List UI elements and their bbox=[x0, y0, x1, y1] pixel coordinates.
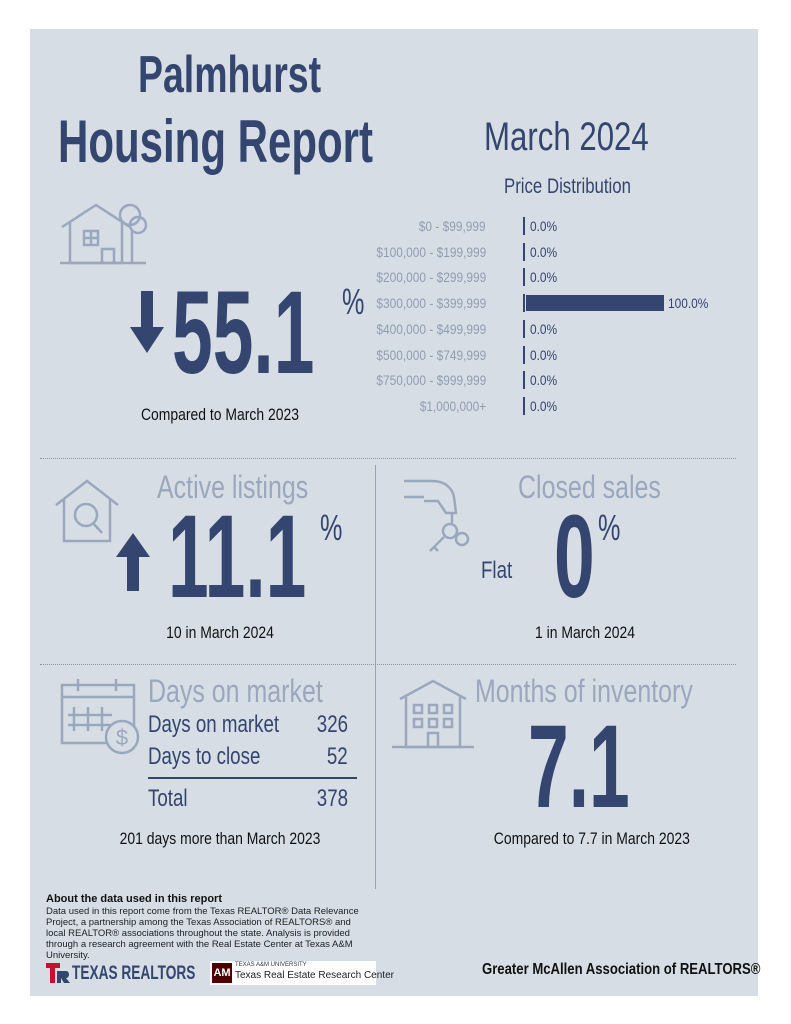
price-range-label: $100,000 - $199,999 bbox=[376, 243, 486, 260]
price-range-label: $500,000 - $749,999 bbox=[376, 346, 486, 363]
price-axis-tick bbox=[523, 345, 525, 364]
months-inventory-value: 7.1 bbox=[528, 701, 630, 833]
dom-row-label: Days on market bbox=[148, 711, 280, 738]
price-distribution-row: $200,000 - $299,999 0.0% bbox=[360, 266, 720, 290]
price-range-label: $200,000 - $299,999 bbox=[376, 269, 486, 286]
arrow-up-icon bbox=[116, 533, 150, 591]
price-axis-tick bbox=[523, 268, 525, 287]
price-distribution-row: $1,000,000+ 0.0% bbox=[360, 395, 720, 419]
price-distribution-value: 100.0% bbox=[668, 295, 709, 312]
divider-top bbox=[40, 458, 736, 459]
texas-realtors-logo-icon bbox=[46, 963, 70, 983]
median-price-change: 55.1 bbox=[172, 267, 315, 399]
price-axis-tick bbox=[523, 319, 525, 338]
dom-total-rule bbox=[148, 777, 357, 779]
hand-keys-icon bbox=[404, 479, 470, 552]
price-distribution-value: 0.0% bbox=[530, 269, 558, 286]
house-tree-icon bbox=[60, 203, 148, 265]
texas-realtors-logo-text: TEXAS REALTORS bbox=[72, 963, 196, 984]
median-price-caption: Compared to March 2023 bbox=[140, 405, 300, 424]
price-range-label: $300,000 - $399,999 bbox=[376, 295, 486, 312]
tamu-university-text: TEXAS A&M UNIVERSITY bbox=[235, 962, 307, 968]
tamu-logo: AM TEXAS A&M UNIVERSITY Texas Real Estat… bbox=[210, 961, 394, 985]
dom-row-label: Days to close bbox=[148, 743, 261, 770]
report-title: Housing Report bbox=[58, 108, 373, 175]
price-axis-tick bbox=[523, 294, 525, 313]
price-distribution-title: Price Distribution bbox=[504, 175, 631, 198]
price-distribution-row: $0 - $99,999 0.0% bbox=[360, 215, 720, 239]
active-listings-caption: 10 in March 2024 bbox=[166, 623, 274, 642]
price-distribution-value: 0.0% bbox=[530, 218, 558, 234]
months-inventory-title: Months of inventory bbox=[475, 673, 693, 709]
price-axis-tick bbox=[523, 396, 525, 415]
about-title: About the data used in this report bbox=[46, 893, 223, 905]
closed-sales-title: Closed sales bbox=[518, 469, 661, 505]
dom-row-value: 52 bbox=[327, 743, 348, 770]
active-listings-unit: % bbox=[320, 507, 343, 548]
price-axis-tick bbox=[523, 371, 525, 390]
city-title: Palmhurst bbox=[138, 46, 322, 104]
price-distribution-value: 0.0% bbox=[530, 243, 558, 260]
report-period: March 2024 bbox=[484, 115, 649, 159]
days-on-market-title: Days on market bbox=[148, 673, 323, 709]
price-range-label: $750,000 - $999,999 bbox=[376, 372, 486, 389]
price-distribution-row: $100,000 - $199,999 0.0% bbox=[360, 241, 720, 265]
active-listings-title: Active listings bbox=[157, 469, 309, 505]
about-body: Data used in this report come from the T… bbox=[46, 906, 359, 961]
price-distribution-value: 0.0% bbox=[530, 372, 558, 389]
dom-total-value: 378 bbox=[316, 785, 348, 812]
dom-row-value: 326 bbox=[316, 711, 348, 738]
days-on-market-caption: 201 days more than March 2023 bbox=[119, 829, 321, 848]
calendar-dollar-icon: $ bbox=[60, 679, 140, 755]
price-distribution-row: $400,000 - $499,999 0.0% bbox=[360, 318, 720, 342]
closed-sales-unit: % bbox=[598, 507, 621, 548]
closed-sales-caption: 1 in March 2024 bbox=[535, 623, 635, 642]
price-axis-tick bbox=[523, 242, 525, 261]
arrow-down-icon bbox=[130, 291, 164, 353]
price-range-label: $400,000 - $499,999 bbox=[376, 320, 486, 337]
report-page: Palmhurst Housing Report March 2024 Pric… bbox=[30, 29, 761, 996]
price-distribution-value: 0.0% bbox=[530, 397, 558, 414]
closed-sales-change: 0 bbox=[554, 491, 595, 623]
divider-middle bbox=[40, 664, 736, 665]
active-listings-change: 11.1 bbox=[168, 491, 307, 623]
months-inventory-caption: Compared to 7.7 in March 2023 bbox=[493, 829, 690, 848]
closed-sales-trend: Flat bbox=[481, 557, 513, 584]
dom-total-label: Total bbox=[148, 785, 188, 812]
apartment-building-icon bbox=[392, 679, 474, 749]
price-distribution-row: $300,000 - $399,999 100.0% bbox=[360, 292, 720, 316]
price-range-label: $0 - $99,999 bbox=[419, 218, 486, 234]
price-distribution-row: $750,000 - $999,999 0.0% bbox=[360, 369, 720, 393]
price-distribution-value: 0.0% bbox=[530, 346, 558, 363]
house-search-icon bbox=[55, 479, 119, 543]
price-axis-tick bbox=[523, 217, 525, 235]
divider-vertical bbox=[375, 465, 376, 889]
median-price-unit: % bbox=[342, 281, 365, 322]
price-distribution-value: 0.0% bbox=[530, 320, 558, 337]
svg-text:$: $ bbox=[116, 725, 128, 750]
association-name: Greater McAllen Association of REALTORS® bbox=[482, 961, 761, 978]
tamu-mark-icon: AM bbox=[212, 963, 232, 983]
tamu-center-text: Texas Real Estate Research Center bbox=[235, 970, 394, 981]
price-distribution-row: $500,000 - $749,999 0.0% bbox=[360, 344, 720, 368]
price-distribution-bar bbox=[526, 295, 664, 312]
price-range-label: $1,000,000+ bbox=[419, 397, 486, 414]
